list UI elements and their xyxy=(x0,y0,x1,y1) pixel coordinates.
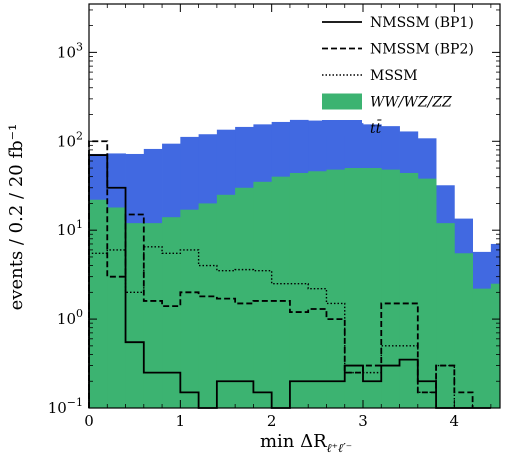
bar-diboson-5 xyxy=(180,209,199,408)
bar-diboson-2 xyxy=(125,223,145,408)
legend-swatch-ttbar xyxy=(322,120,362,136)
bar-diboson-0 xyxy=(89,199,108,408)
plot-frame xyxy=(88,3,501,409)
legend-label-nmssm-bp1: NMSSM (BP1) xyxy=(370,15,474,31)
bar-diboson-10 xyxy=(271,176,291,408)
y-tick-label: 102 xyxy=(57,129,83,150)
y-axis-label: events / 0.2 / 20 fb⁻¹ xyxy=(6,124,27,311)
legend-label-ttbar: tt̄ xyxy=(370,119,382,137)
line-mssm xyxy=(88,246,456,408)
bar-diboson-7 xyxy=(216,194,236,408)
bar-diboson-20 xyxy=(454,253,473,408)
bar-diboson-6 xyxy=(198,203,218,408)
x-axis-label: min ΔRℓ⁺ℓ′⁻ xyxy=(260,431,352,455)
bar-diboson-8 xyxy=(235,187,254,408)
x-tick-label: 1 xyxy=(176,412,186,430)
axis-tick-labels: 0 1 2 3 4 10−1 100 101 102 103 xyxy=(48,40,459,430)
bar-diboson-3 xyxy=(143,223,163,408)
bar-diboson-22 xyxy=(490,283,501,408)
bar-diboson-15 xyxy=(363,168,382,408)
y-tick-label: 103 xyxy=(57,40,83,61)
stacked-histogram-bars xyxy=(89,119,501,409)
y-tick-label: 100 xyxy=(57,307,83,328)
legend-label-mssm: MSSM xyxy=(370,68,418,84)
bar-diboson-11 xyxy=(289,172,309,408)
x-tick-label: 2 xyxy=(267,412,277,430)
bar-diboson-14 xyxy=(344,168,364,408)
y-tick-label: 10−1 xyxy=(48,396,83,417)
bar-diboson-12 xyxy=(308,171,327,408)
x-axis-label-subscript: ℓ⁺ℓ′⁻ xyxy=(327,441,352,455)
legend-label-diboson: WW/WZ/ZZ xyxy=(370,95,452,111)
axis-ticks xyxy=(88,4,500,409)
bar-diboson-17 xyxy=(399,172,419,408)
line-nmssm-bp2 xyxy=(88,140,474,408)
bar-diboson-9 xyxy=(253,181,273,408)
legend: NMSSM (BP1) NMSSM (BP2) MSSM WW/WZ/ZZ tt̄ xyxy=(322,15,474,137)
bar-diboson-4 xyxy=(162,217,181,408)
y-tick-label: 101 xyxy=(57,218,83,239)
bar-diboson-18 xyxy=(417,178,437,408)
legend-swatch-diboson xyxy=(322,93,362,110)
bar-diboson-13 xyxy=(326,169,346,408)
bar-diboson-19 xyxy=(436,223,455,408)
x-tick-label: 4 xyxy=(450,412,460,430)
legend-label-nmssm-bp2: NMSSM (BP2) xyxy=(370,42,474,58)
bar-diboson-21 xyxy=(472,288,492,408)
x-tick-label: 0 xyxy=(84,412,94,430)
bar-diboson-1 xyxy=(107,207,126,408)
x-axis-label-main: min ΔR xyxy=(260,431,327,452)
x-tick-label: 3 xyxy=(358,412,368,430)
bar-diboson-16 xyxy=(381,169,400,408)
